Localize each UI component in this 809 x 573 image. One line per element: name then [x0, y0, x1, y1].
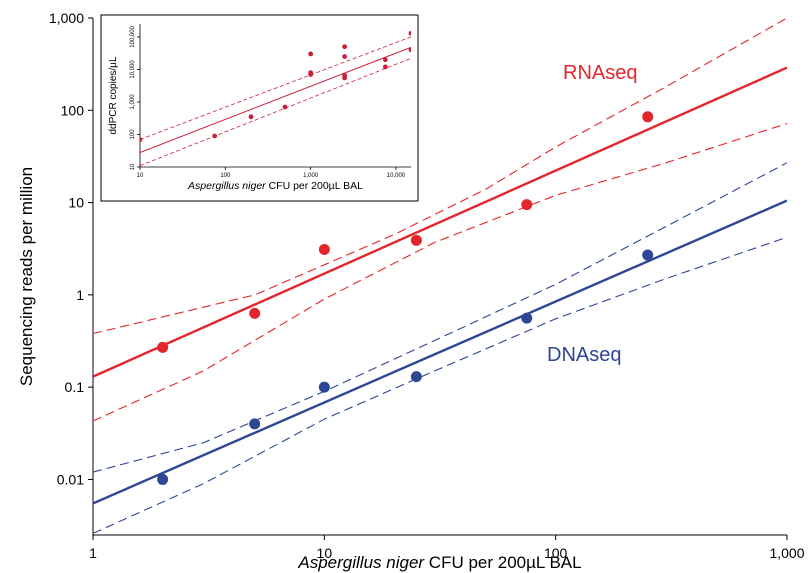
fit-line — [93, 199, 787, 505]
inset-frame — [100, 14, 419, 202]
x-axis-label: Aspergillus niger CFU per 200µL BAL — [297, 553, 581, 572]
x-tick-label: 1,000 — [769, 545, 804, 561]
inset-ci-lower-line — [140, 57, 411, 167]
ci-upper-line — [93, 162, 787, 473]
ci-upper-line — [93, 18, 787, 335]
x-tick-label: 10 — [317, 545, 333, 561]
data-point — [642, 249, 654, 261]
inset-data-point — [308, 72, 314, 77]
ci-lower-line — [93, 122, 787, 422]
inset-data-point — [342, 44, 348, 50]
inset-data-point — [382, 64, 388, 70]
inset-y-tick-label: 100 — [130, 129, 136, 140]
x-tick-label: 1 — [89, 545, 97, 561]
y-tick-label: 10 — [68, 195, 84, 211]
y-tick-label: 1 — [76, 287, 84, 303]
inset-data-point — [342, 75, 348, 81]
dnaseq-label: DNAseq — [547, 344, 621, 366]
fit-line — [93, 66, 787, 378]
data-point — [318, 381, 330, 393]
data-point — [157, 473, 169, 485]
data-point — [249, 307, 261, 319]
inset-y-axis-label: ddPCR copies/µL — [108, 56, 119, 134]
inset-x-tick-label: 1,000 — [303, 173, 319, 179]
data-point — [410, 234, 422, 246]
inset-x-tick-label: 100 — [220, 173, 231, 179]
data-point — [249, 418, 261, 430]
inset-data-point — [282, 104, 288, 110]
inset-fit-line — [140, 46, 411, 153]
data-point — [521, 199, 533, 211]
data-point — [521, 312, 533, 324]
x-tick-label: 100 — [544, 545, 568, 561]
inset-x-tick-label: 10 — [137, 173, 144, 179]
inset-series — [140, 30, 411, 167]
rnaseq-label: RNAseq — [563, 62, 637, 84]
series-dnaseq — [93, 162, 787, 534]
y-tick-label: 0.01 — [57, 471, 84, 487]
y-axis-label: Sequencing reads per million — [17, 167, 36, 386]
data-point — [318, 244, 330, 256]
inset-data-point — [308, 51, 314, 57]
inset-y-tick-label: 10 — [130, 163, 136, 170]
data-point — [410, 371, 422, 383]
inset-data-point — [342, 54, 348, 59]
y-tick-label: 1,000 — [49, 10, 84, 26]
inset-plot: 10 100 1,000 10,000 100,000 10 100 1,000 10,000 A… — [100, 14, 419, 202]
inset-y-tick-label: 100,000 — [130, 25, 136, 47]
data-point — [157, 341, 169, 353]
inset-x-axis-label: Aspergillus niger CFU per 200µL BAL — [187, 180, 363, 192]
inset-data-point — [212, 133, 218, 139]
ci-lower-line — [93, 236, 787, 534]
series-rnaseq — [93, 18, 787, 422]
inset-data-point — [140, 137, 143, 142]
inset-data-point — [248, 114, 254, 120]
y-tick-label: 100 — [61, 102, 85, 118]
inset-data-point — [382, 57, 388, 63]
inset-ci-upper-line — [140, 36, 411, 140]
inset-y-tick-label: 10,000 — [130, 60, 136, 79]
data-point — [642, 111, 654, 123]
inset-data-point — [408, 47, 411, 53]
inset-y-tick-label: 1,000 — [130, 94, 136, 110]
inset-x-tick-label: 10,000 — [387, 173, 406, 179]
y-tick-label: 0.1 — [65, 379, 85, 395]
inset-data-point — [408, 30, 411, 36]
